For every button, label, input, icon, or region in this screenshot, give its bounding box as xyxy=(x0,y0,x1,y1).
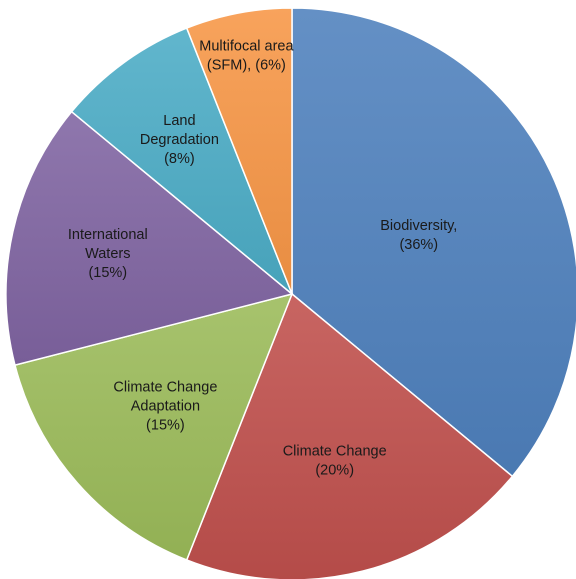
pie-slice-label-line: (15%) xyxy=(88,265,127,281)
pie-slice-label-line: Climate Change xyxy=(283,444,387,460)
pie-slice-2 xyxy=(14,292,294,561)
pie-slice-label-line: Multifocal area xyxy=(199,39,294,55)
pie-slice-3 xyxy=(5,110,294,367)
pie-slice-label-line: Climate Change xyxy=(113,380,217,396)
pie-slice-label-line: Waters xyxy=(85,246,130,262)
pie-slice-label-line: Degradation xyxy=(140,132,219,148)
pie-labels: Biodiversity, (36%)Climate Change (20%)Cli… xyxy=(68,39,457,479)
pie-slice-label-0: Biodiversity, (36%) xyxy=(380,218,457,253)
pie-slice-label-line: (15%) xyxy=(146,418,185,434)
pie-slice-1 xyxy=(185,292,514,579)
pie-slice-5 xyxy=(185,7,293,295)
pie-slice-label-line: (20%) xyxy=(315,463,354,479)
pie-slice-4 xyxy=(70,27,293,295)
pie-slice-label-line: Land xyxy=(163,113,195,129)
pie-slices xyxy=(5,7,576,579)
pie-slice-label-line: (36%) xyxy=(399,237,438,253)
pie-slice-label-line: Adaptation xyxy=(131,399,200,415)
pie-slice-label-line: (SFM), (6%) xyxy=(207,58,286,74)
pie-slice-label-line: Biodiversity, xyxy=(380,218,457,234)
pie-slice-label-3: International Waters (15%) xyxy=(68,227,148,281)
pie-slice-0 xyxy=(291,7,576,478)
pie-slice-label-2: Climate Change Adaptation (15%) xyxy=(113,380,217,434)
pie-slice-label-line: International xyxy=(68,227,148,243)
pie-slice-label-5: Multifocal area (SFM), (6%) xyxy=(199,39,294,74)
pie-slice-label-4: Land Degradation (8%) xyxy=(140,113,219,167)
pie-slice-label-line: (8%) xyxy=(164,151,195,167)
pie-slice-label-1: Climate Change (20%) xyxy=(283,444,387,479)
